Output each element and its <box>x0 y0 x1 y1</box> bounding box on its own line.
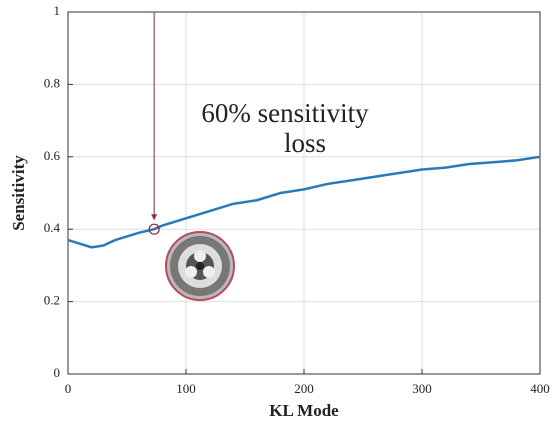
y-tick-label: 1 <box>54 3 61 18</box>
x-tick-label: 400 <box>530 381 550 396</box>
y-tick-label: 0.2 <box>44 293 60 308</box>
y-tick-label: 0 <box>54 365 61 380</box>
data-line <box>67 155 541 249</box>
annotation-arrowhead <box>151 214 158 221</box>
annotation-line: loss <box>284 128 326 158</box>
y-tick-label: 0.8 <box>44 75 60 90</box>
y-tick-label: 0.6 <box>44 148 61 163</box>
x-tick-label: 0 <box>65 381 72 396</box>
annotation-line: 60% sensitivity <box>201 98 369 128</box>
y-axis-label: Sensitivity <box>9 155 28 231</box>
annotation-marker <box>148 223 160 235</box>
inset-mode-image <box>165 231 235 301</box>
y-tick-label: 0.4 <box>44 220 61 235</box>
x-axis-label: KL Mode <box>269 401 339 420</box>
x-tick-label: 100 <box>176 381 196 396</box>
x-tick-label: 200 <box>294 381 314 396</box>
x-tick-label: 300 <box>412 381 432 396</box>
